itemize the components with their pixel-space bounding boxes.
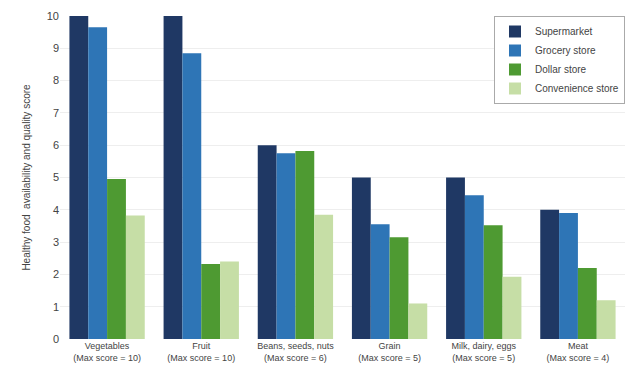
svg-text:1: 1 xyxy=(53,301,59,313)
svg-text:Dollar store: Dollar store xyxy=(535,64,587,75)
svg-text:Supermarket: Supermarket xyxy=(535,26,592,37)
svg-text:Beans, seeds, nuts(Max score =: Beans, seeds, nuts(Max score = 6) xyxy=(257,341,334,363)
svg-text:Grocery store: Grocery store xyxy=(535,45,596,56)
svg-text:8: 8 xyxy=(53,74,59,86)
svg-text:10: 10 xyxy=(47,10,59,22)
svg-text:Grain(Max score = 5): Grain(Max score = 5) xyxy=(358,341,421,363)
svg-text:6: 6 xyxy=(53,139,59,151)
svg-text:Meat(Max score = 4): Meat(Max score = 4) xyxy=(547,341,610,363)
svg-text:Milk, dairy, eggs(Max score =: Milk, dairy, eggs(Max score = 5) xyxy=(452,341,517,363)
svg-text:4: 4 xyxy=(53,204,59,216)
svg-text:Healthy food availability and: Healthy food availability and quality sc… xyxy=(21,84,32,271)
svg-text:Fruit(Max score = 10): Fruit(Max score = 10) xyxy=(167,341,235,363)
svg-text:9: 9 xyxy=(53,42,59,54)
svg-text:5: 5 xyxy=(53,171,59,183)
svg-text:0: 0 xyxy=(53,333,59,345)
svg-text:Convenience store: Convenience store xyxy=(535,83,619,94)
svg-text:3: 3 xyxy=(53,236,59,248)
svg-text:2: 2 xyxy=(53,268,59,280)
svg-text:Vegetables(Max score = 10): Vegetables(Max score = 10) xyxy=(73,341,141,363)
svg-text:7: 7 xyxy=(53,107,59,119)
